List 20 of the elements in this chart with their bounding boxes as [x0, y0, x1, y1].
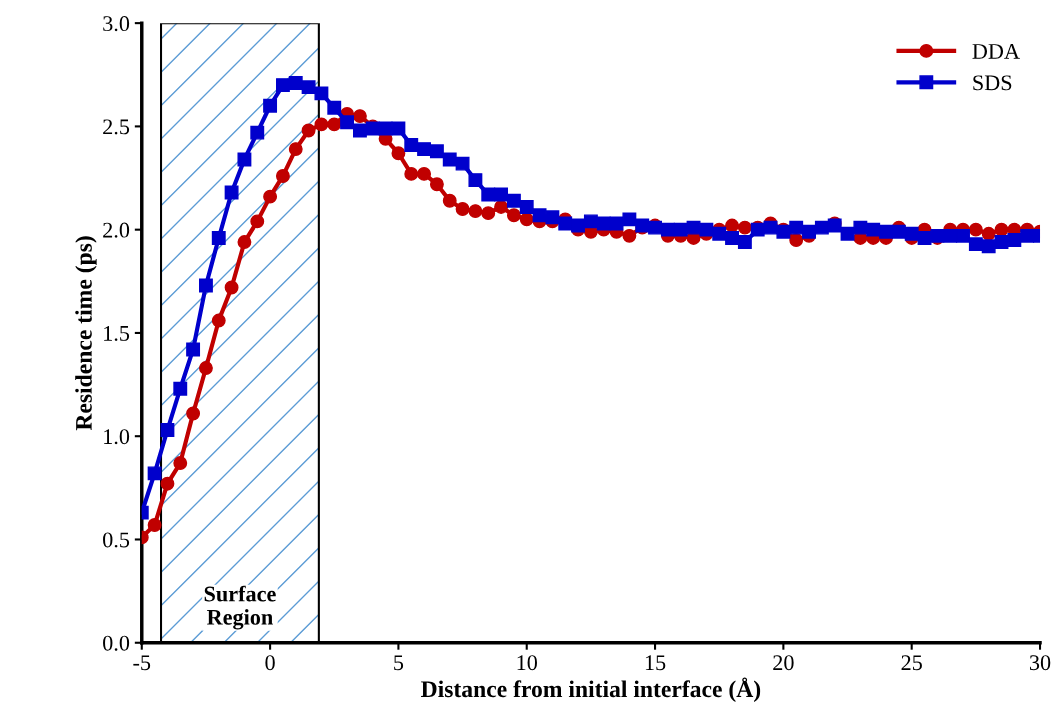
x-tick-label: -5: [133, 655, 151, 671]
legend-label: DDA: [972, 44, 1020, 59]
x-tick-label: 5: [394, 655, 404, 671]
x-tick-label: 30: [1029, 655, 1051, 671]
y-axis-title: Residence time (ps): [75, 236, 97, 431]
x-tick-label: 15: [645, 655, 666, 671]
x-tick-label: 25: [901, 655, 922, 671]
legend-label: SDS: [973, 75, 1012, 91]
y-tick-label: 0.0: [103, 635, 130, 651]
x-tick-label: 10: [517, 655, 537, 671]
y-tick-label: 0.5: [103, 532, 130, 548]
x-axis-title: Distance from initial interface (Å): [421, 677, 761, 702]
y-tick-label: 1.0: [104, 429, 130, 445]
x-tick-label: 20: [773, 655, 794, 671]
y-tick-label: 2.5: [103, 119, 130, 135]
x-tick-label: 0: [265, 655, 275, 671]
band-label: Surface Region: [204, 585, 276, 630]
y-tick-label: 3.0: [103, 16, 130, 32]
y-tick-label: 1.5: [104, 325, 130, 341]
y-tick-label: 2.0: [103, 222, 130, 238]
